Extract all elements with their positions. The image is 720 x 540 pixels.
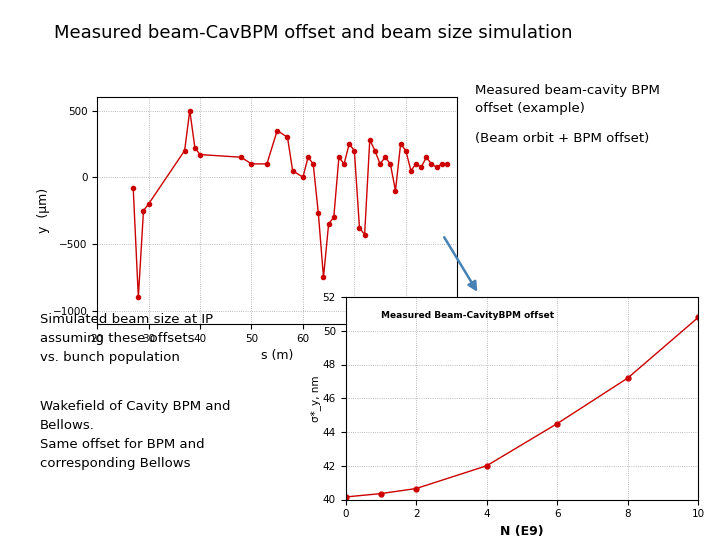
Text: Simulated beam size at IP
assuming these offsets
vs. bunch population: Simulated beam size at IP assuming these… xyxy=(40,313,212,364)
Text: Measured Beam-CavityBPM offset: Measured Beam-CavityBPM offset xyxy=(381,311,554,320)
Text: Measured beam-cavity BPM
offset (example): Measured beam-cavity BPM offset (example… xyxy=(475,84,660,114)
Text: Measured beam-CavBPM offset and beam size simulation: Measured beam-CavBPM offset and beam siz… xyxy=(54,24,572,42)
X-axis label: N (E9): N (E9) xyxy=(500,525,544,538)
Y-axis label: y  (μm): y (μm) xyxy=(37,188,50,233)
Text: Wakefield of Cavity BPM and
Bellows.
Same offset for BPM and
corresponding Bello: Wakefield of Cavity BPM and Bellows. Sam… xyxy=(40,400,230,470)
Text: (Beam orbit + BPM offset): (Beam orbit + BPM offset) xyxy=(475,132,649,145)
Y-axis label: σ*_y, nm: σ*_y, nm xyxy=(310,375,321,422)
X-axis label: s (m): s (m) xyxy=(261,349,293,362)
